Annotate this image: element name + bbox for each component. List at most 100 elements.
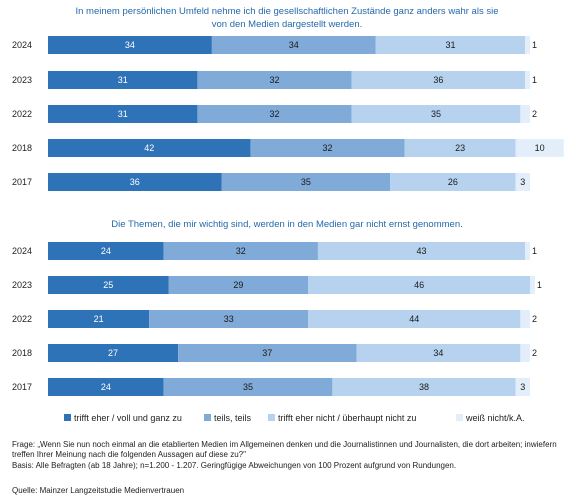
legend-label: weiß nicht/k.A. [465, 413, 525, 423]
bar-segment [375, 36, 526, 54]
data-label: 24 [101, 382, 111, 392]
question-note: Frage: „Wenn Sie nun noch einmal an die … [12, 440, 557, 459]
panel-1-title-line-1: In meinem persönlichen Umfeld nehme ich … [76, 6, 499, 17]
data-label: 1 [532, 75, 537, 85]
data-label: 36 [433, 75, 443, 85]
data-label: 32 [270, 75, 280, 85]
data-label: 2 [532, 314, 537, 324]
bar-segment [149, 310, 309, 328]
bar-segment [48, 310, 150, 328]
year-label: 2022 [12, 314, 32, 324]
bar-segment [525, 242, 530, 260]
legend-swatch [204, 414, 211, 421]
bar-segment [351, 71, 526, 89]
data-label: 35 [431, 109, 441, 119]
data-label: 1 [532, 246, 537, 256]
year-label: 2017 [12, 177, 32, 187]
data-label: 10 [535, 143, 545, 153]
legend-swatch [268, 414, 275, 421]
bar-segment [351, 105, 521, 123]
bar-segment [48, 71, 198, 89]
year-label: 2023 [12, 280, 32, 290]
year-label: 2017 [12, 382, 32, 392]
data-label: 38 [419, 382, 429, 392]
legend-swatch [64, 414, 71, 421]
bar-segment [168, 276, 309, 294]
data-label: 3 [520, 382, 525, 392]
bar-segment [515, 139, 564, 157]
bar-segment [211, 36, 376, 54]
data-label: 2 [532, 348, 537, 358]
bar-segment [515, 378, 530, 396]
bar-segment [48, 139, 251, 157]
bar-segment [520, 105, 530, 123]
bar-segment [515, 173, 530, 191]
data-label: 25 [103, 280, 113, 290]
basis-note: Basis: Alle Befragten (ab 18 Jahre); n=1… [12, 461, 457, 470]
data-label: 32 [323, 143, 333, 153]
bar-segment [48, 344, 179, 362]
bar-segment [48, 105, 198, 123]
bar-segment [48, 173, 222, 191]
data-label: 34 [125, 40, 135, 50]
data-label: 1 [532, 40, 537, 50]
data-label: 31 [118, 75, 128, 85]
data-label: 31 [445, 40, 455, 50]
bar-segment [308, 276, 530, 294]
data-label: 35 [243, 382, 253, 392]
source-note: Quelle: Mainzer Langzeitstudie Medienver… [12, 486, 185, 495]
bar-segment [178, 344, 357, 362]
bar-segment [332, 378, 516, 396]
data-label: 1 [537, 280, 542, 290]
bar-segment [221, 173, 391, 191]
legend-label: trifft eher / voll und ganz zu [74, 413, 182, 423]
bar-segment [48, 36, 212, 54]
data-label: 44 [409, 314, 419, 324]
data-label: 37 [262, 348, 272, 358]
data-label: 29 [233, 280, 243, 290]
bar-segment [525, 71, 530, 89]
bar-segment [197, 71, 352, 89]
data-label: 35 [301, 177, 311, 187]
year-label: 2018 [12, 348, 32, 358]
data-label: 33 [224, 314, 234, 324]
data-label: 31 [118, 109, 128, 119]
legend-label: trifft eher nicht / überhaupt nicht zu [278, 413, 416, 423]
bar-segment [163, 242, 318, 260]
bar-segment [520, 310, 530, 328]
data-label: 21 [94, 314, 104, 324]
data-label: 23 [455, 143, 465, 153]
bar-segment [48, 242, 164, 260]
bar-segment [530, 276, 535, 294]
year-label: 2024 [12, 40, 32, 50]
legend-label: teils, teils [214, 413, 252, 423]
bar-segment [390, 173, 516, 191]
bar-segment [525, 36, 530, 54]
bar-segment [250, 139, 405, 157]
data-label: 26 [448, 177, 458, 187]
year-label: 2018 [12, 143, 32, 153]
bar-segment [356, 344, 521, 362]
data-label: 36 [130, 177, 140, 187]
data-label: 43 [417, 246, 427, 256]
bar-segment [197, 105, 352, 123]
data-label: 27 [108, 348, 118, 358]
data-label: 32 [236, 246, 246, 256]
stacked-bar-chart: In meinem persönlichen Umfeld nehme ich … [12, 6, 564, 423]
data-label: 34 [433, 348, 443, 358]
bar-segment [48, 276, 169, 294]
bar-segment [317, 242, 526, 260]
bar-segment [404, 139, 516, 157]
data-label: 46 [414, 280, 424, 290]
bar-segment [163, 378, 333, 396]
year-label: 2024 [12, 246, 32, 256]
legend-swatch [456, 414, 463, 421]
data-label: 3 [520, 177, 525, 187]
bar-segment [520, 344, 530, 362]
panel-2-title-line-1: Die Themen, die mir wichtig sind, werden… [111, 219, 463, 230]
bar-segment [308, 310, 521, 328]
year-label: 2022 [12, 109, 32, 119]
bar-segment [48, 378, 164, 396]
data-label: 32 [270, 109, 280, 119]
year-label: 2023 [12, 75, 32, 85]
